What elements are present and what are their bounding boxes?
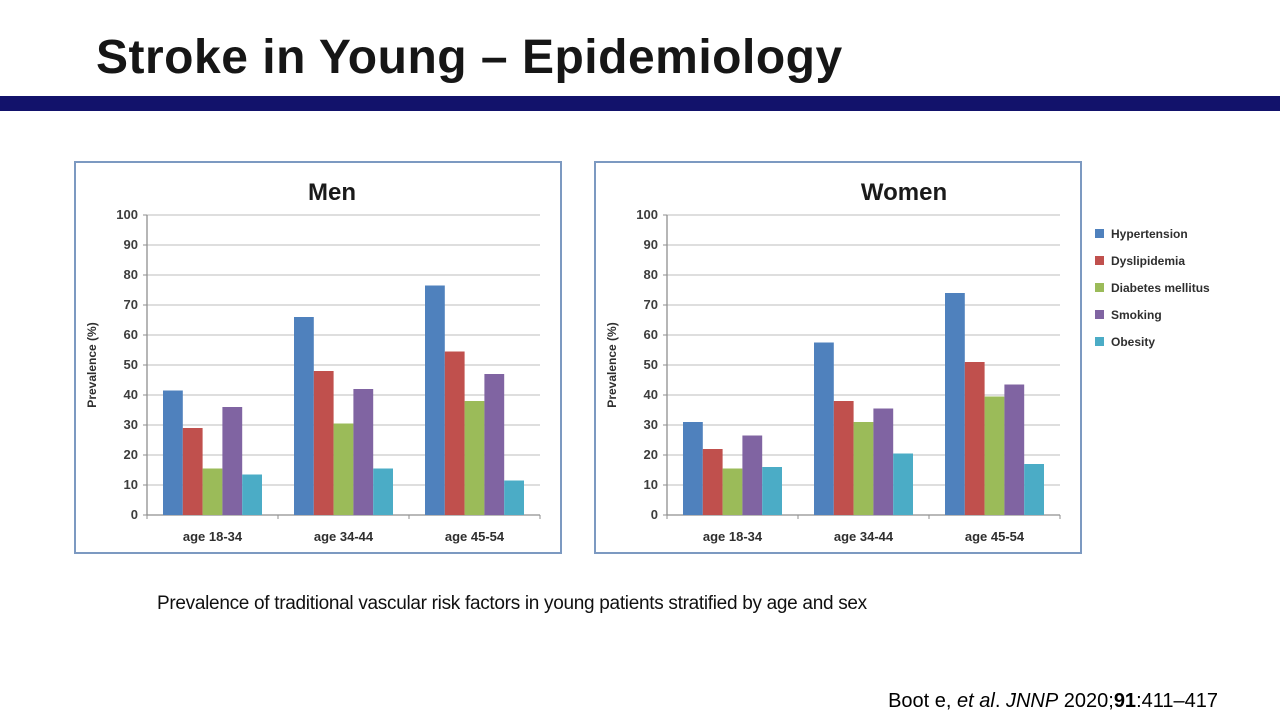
bar [202,468,223,515]
y-axis-label: Prevalence (%) [605,322,619,407]
bar [222,407,243,515]
y-tick-label: 100 [116,207,138,222]
legend-swatch [1095,310,1104,319]
y-tick-label: 50 [644,357,658,372]
bar [313,371,334,515]
title-accent-bar [0,96,1280,111]
bar [833,401,854,515]
citation-pages: :411–417 [1136,690,1218,712]
bar [984,396,1005,515]
x-category-label: age 34-44 [834,529,894,544]
legend-label: Diabetes mellitus [1111,280,1210,295]
y-tick-label: 60 [124,327,138,342]
women-chart-panel: 0 10 20 30 40 50 60 70 80 90 100 age 18-34 age 34-44… [594,161,1082,554]
bar [504,480,524,515]
bar [464,401,485,515]
bar [814,342,834,515]
x-category-label: age 34-44 [314,529,374,544]
men-chart-panel: 0 10 20 30 40 50 60 70 80 90 100 age 18-34 age 34-44… [74,161,562,554]
y-tick-label: 90 [124,237,138,252]
legend-label: Dyslipidemia [1111,253,1186,268]
y-tick-label: 70 [644,297,658,312]
bar [873,408,894,515]
figure-caption: Prevalence of traditional vascular risk … [157,593,867,614]
x-category-label: age 18-34 [183,529,243,544]
y-tick-label: 0 [651,507,658,522]
y-tick-label: 40 [644,387,658,402]
legend-label: Hypertension [1111,226,1188,241]
bar [702,449,723,515]
bar [945,293,965,515]
chart-title: Women [861,179,947,206]
x-category-label: age 18-34 [703,529,763,544]
bar [893,453,913,515]
legend-swatch [1095,229,1104,238]
y-tick-label: 90 [644,237,658,252]
legend-item: Diabetes mellitus [1095,274,1210,301]
x-category-label: age 45-54 [445,529,505,544]
y-tick-label: 70 [124,297,138,312]
women-chart: 0 10 20 30 40 50 60 70 80 90 100 age 18-34 age 34-44… [605,179,1061,544]
journal-name: JNNP [1005,690,1059,712]
chart-title: Men [308,179,356,206]
bar [333,423,354,515]
citation-separator: . [994,690,1006,712]
y-tick-label: 60 [644,327,658,342]
bar [294,317,314,515]
bar [484,374,505,515]
citation-year: 2020; [1058,690,1114,712]
legend-item: Smoking [1095,301,1210,328]
bar [853,422,874,515]
x-category-label: age 45-54 [965,529,1025,544]
legend-item: Obesity [1095,328,1210,355]
legend-label: Obesity [1111,334,1156,349]
y-tick-label: 10 [644,477,658,492]
y-tick-label: 40 [124,387,138,402]
bar [163,390,183,515]
men-chart: 0 10 20 30 40 50 60 70 80 90 100 age 18-34 age 34-44… [85,179,541,544]
legend-swatch [1095,337,1104,346]
y-tick-label: 0 [131,507,138,522]
y-tick-label: 80 [124,267,138,282]
y-tick-label: 20 [124,447,138,462]
y-tick-label: 10 [124,477,138,492]
bar [242,474,262,515]
legend-item: Hypertension [1095,220,1210,247]
bar [1004,384,1025,515]
y-tick-label: 30 [644,417,658,432]
bar [722,468,743,515]
risk-factor-legend: Hypertension Dyslipidemia Diabetes mellitu… [1095,220,1210,355]
legend-swatch [1095,256,1104,265]
y-tick-label: 50 [124,357,138,372]
y-tick-label: 30 [124,417,138,432]
y-tick-label: 80 [644,267,658,282]
bar [742,435,763,515]
legend-label: Smoking [1111,307,1162,322]
y-tick-label: 100 [636,207,658,222]
bar [353,389,374,515]
bar [1024,464,1044,515]
bar [182,428,203,515]
bar [762,467,782,515]
volume-number: 91 [1113,690,1137,712]
legend-swatch [1095,283,1104,292]
bar [373,468,393,515]
bar [683,422,703,515]
bar [964,362,985,515]
citation: Boot e, et al. JNNP 2020;91:411–417 [888,690,1218,713]
y-tick-label: 20 [644,447,658,462]
y-axis-label: Prevalence (%) [85,322,99,407]
slide-title: Stroke in Young – Epidemiology [96,31,843,84]
bar [425,285,445,515]
citation-authors: Boot e, [888,690,958,712]
citation-et-al: et al [957,690,995,712]
legend-item: Dyslipidemia [1095,247,1210,274]
bar [444,351,465,515]
